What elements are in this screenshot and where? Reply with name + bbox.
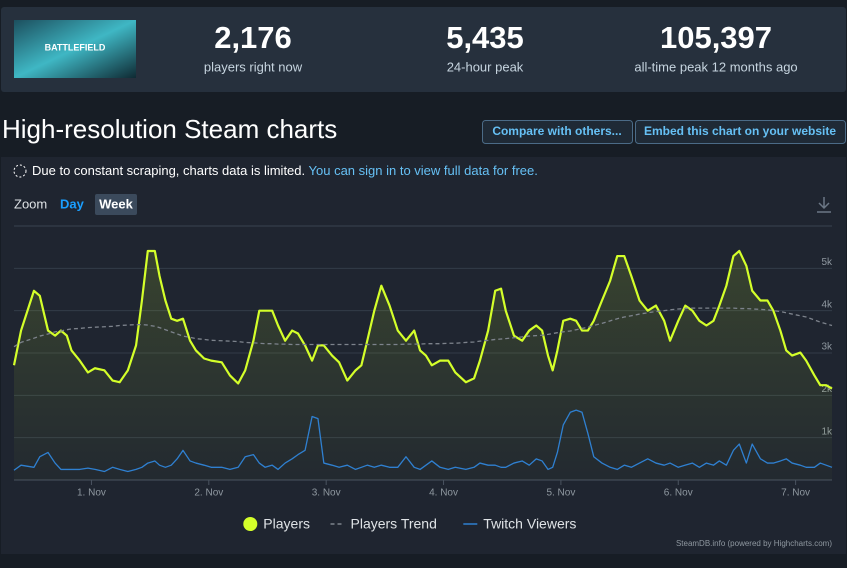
stat-value: 2,176 xyxy=(214,20,292,55)
logo-text: BATTLEFIELD xyxy=(45,42,106,52)
x-tick-label: 4. Nov xyxy=(429,488,458,499)
notice-icon xyxy=(13,164,27,178)
x-tick-label: 5. Nov xyxy=(546,488,575,499)
stat-label: 24-hour peak xyxy=(447,59,524,74)
zoom-week-bg[interactable] xyxy=(95,194,137,215)
x-tick-label: 2. Nov xyxy=(194,488,223,499)
credit: SteamDB.info (powered by Highcharts.com) xyxy=(676,539,832,548)
download-icon[interactable] xyxy=(817,197,831,213)
embed-button[interactable] xyxy=(635,120,846,144)
zoom-week[interactable]: Week xyxy=(99,196,133,211)
y-tick-label: 4k xyxy=(821,299,833,310)
compare-button-text[interactable]: Compare with others... xyxy=(492,124,621,138)
compare-button[interactable] xyxy=(482,120,633,144)
header-card xyxy=(1,7,846,92)
y-tick-label: 5k xyxy=(821,257,833,268)
legend-marker xyxy=(243,517,258,531)
y-tick-label: 3k xyxy=(821,342,833,353)
stat-value: 105,397 xyxy=(660,20,772,55)
series-line xyxy=(13,307,833,348)
series-line xyxy=(13,409,833,473)
players-area xyxy=(14,250,832,480)
embed-button-text[interactable]: Embed this chart on your website xyxy=(644,124,836,138)
x-tick-label: 6. Nov xyxy=(664,488,693,499)
notice-text: Due to constant scraping, charts data is… xyxy=(32,163,305,178)
series-line xyxy=(12,249,833,390)
stat-value: 5,435 xyxy=(446,20,524,55)
notice-text: Due to constant scraping, charts data is… xyxy=(32,163,538,178)
stat-label: all-time peak 12 months ago xyxy=(634,59,797,74)
legend-label: Twitch Viewers xyxy=(483,516,576,532)
legend-label: Players Trend xyxy=(351,516,437,532)
x-tick-label: 7. Nov xyxy=(781,488,810,499)
game-logo xyxy=(14,20,136,78)
notice-link[interactable]: You can sign in to view full data for fr… xyxy=(309,163,538,178)
zoom-label: Zoom xyxy=(14,196,47,211)
x-tick-label: 3. Nov xyxy=(312,488,341,499)
x-tick-label: 1. Nov xyxy=(77,488,106,499)
section-title: High-resolution Steam charts xyxy=(2,114,337,144)
legend-label: Players xyxy=(263,516,310,532)
zoom-day[interactable]: Day xyxy=(60,196,85,211)
stat-label: players right now xyxy=(204,59,303,74)
